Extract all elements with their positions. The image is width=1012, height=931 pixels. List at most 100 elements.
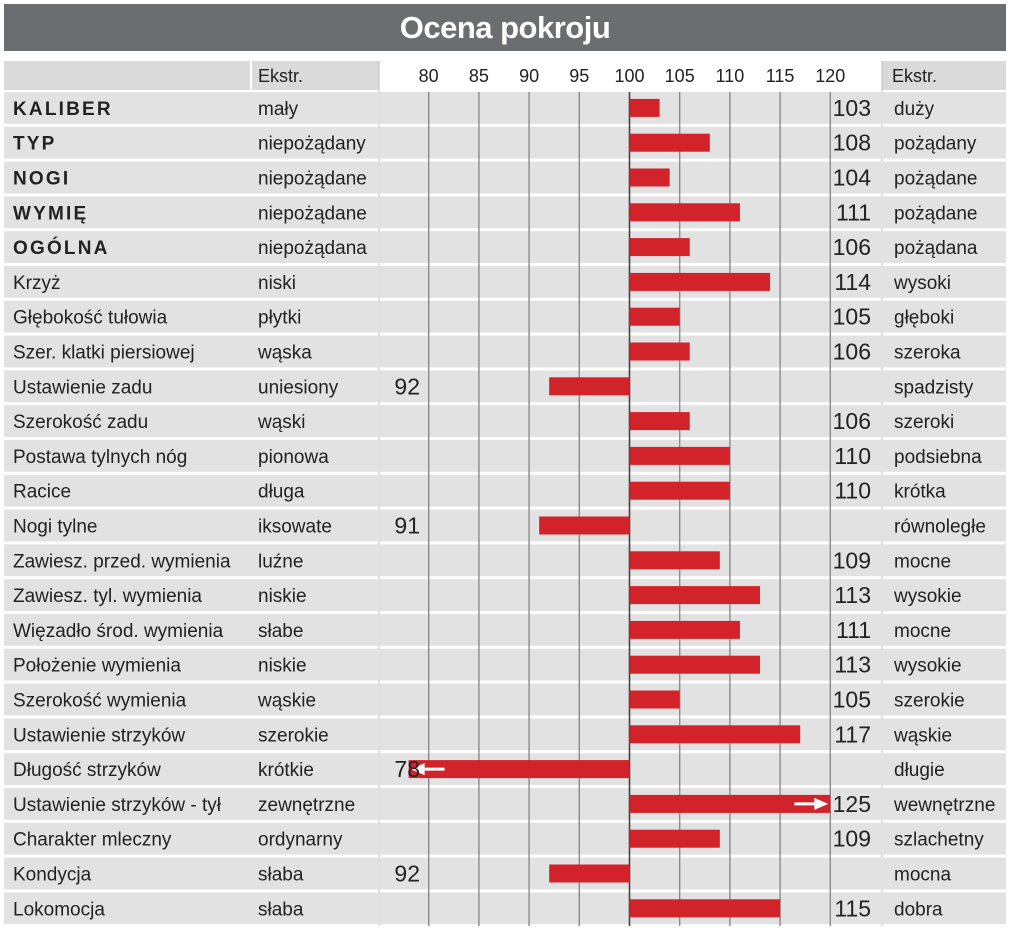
high-extreme-label: mocne: [894, 551, 951, 572]
trait-label: Kondycja: [13, 865, 92, 886]
row-bg-right: [882, 231, 1006, 263]
row-bg-right: [882, 614, 1006, 646]
row-bg-left: [4, 266, 379, 298]
trait-label: Charakter mleczny: [13, 830, 172, 851]
bar: [629, 272, 771, 291]
trait-label: Racice: [13, 482, 71, 503]
header-plot-bg: [379, 61, 882, 90]
chart-title: Ocena pokroju: [4, 4, 1006, 51]
row-bg-right: [882, 300, 1006, 333]
tick-label-100: 100: [614, 66, 644, 86]
value-label: 106: [833, 408, 871, 434]
row-bg-right: [882, 196, 1006, 229]
high-extreme-label: spadzisty: [894, 377, 974, 398]
low-extreme-label: zewnętrzne: [258, 795, 355, 816]
trait-label: Szerokość zadu: [13, 412, 148, 433]
row-bg-right: [882, 440, 1006, 472]
high-extreme-label: wysokie: [893, 656, 962, 677]
bar: [629, 620, 740, 639]
low-extreme-label: niepożądana: [258, 238, 367, 259]
row-bg-right: [882, 857, 1006, 890]
table-row: OGÓLNA niepożądana pożądana: [4, 231, 1006, 263]
value-label: 92: [394, 861, 420, 887]
high-extreme-label: pożądana: [894, 238, 978, 259]
trait-label: TYP: [13, 134, 57, 155]
low-extreme-label: niepożądany: [258, 134, 366, 155]
bar: [408, 760, 630, 779]
high-extreme-label: szeroki: [894, 412, 954, 433]
high-extreme-label: dobra: [894, 899, 943, 920]
row-bg-left: [4, 231, 379, 263]
value-label: 125: [833, 791, 871, 817]
row-bg-right: [882, 892, 1006, 925]
trait-label: Zawiesz. przed. wymienia: [13, 551, 231, 572]
bar: [629, 412, 690, 431]
value-label: 105: [833, 304, 871, 330]
high-extreme-label: długie: [894, 760, 945, 781]
row-bg-left: [4, 788, 379, 820]
row-bg-right: [882, 753, 1006, 785]
high-extreme-label: szerokie: [894, 691, 965, 712]
high-extreme-label: mocne: [894, 621, 951, 642]
value-label: 113: [834, 652, 871, 678]
low-extreme-label: niskie: [258, 586, 307, 607]
row-bg-left: [4, 405, 379, 437]
high-extreme-label: duży: [894, 99, 935, 120]
value-label: 111: [836, 199, 871, 225]
bar: [539, 516, 630, 535]
row-bg-right: [882, 335, 1006, 368]
low-extreme-label: niepożądane: [258, 203, 367, 224]
high-extreme-label: krótka: [894, 482, 946, 503]
bar: [629, 655, 761, 674]
row-bg-left: [4, 300, 379, 333]
value-label: 104: [833, 165, 872, 191]
row-bg-right: [882, 822, 1006, 855]
trait-label: Głębokość tułowia: [13, 308, 168, 329]
row-bg-left: [4, 614, 379, 646]
table-row: Więzadło środ. wymienia słabe mocne: [4, 614, 1006, 646]
row-bg-plot: [380, 509, 882, 542]
bar: [629, 586, 761, 605]
low-extreme-label: niepożądane: [258, 169, 367, 190]
bar: [629, 899, 781, 918]
value-label: 105: [833, 687, 871, 713]
high-extreme-label: pożądane: [894, 203, 977, 224]
bar: [629, 133, 710, 152]
high-extreme-label: pożądane: [894, 169, 977, 190]
header-left-extreme: Ekstr.: [258, 66, 303, 86]
table-row: Ustawienie strzyków szerokie wąskie: [4, 718, 1006, 751]
tick-label-85: 85: [469, 66, 489, 86]
high-extreme-label: głęboki: [894, 308, 954, 329]
low-extreme-label: iksowate: [258, 517, 332, 538]
value-label: 110: [834, 443, 871, 469]
table-row: Zawiesz. przed. wymienia luźne mocne: [4, 544, 1006, 577]
trait-label: Krzyż: [13, 273, 61, 294]
low-extreme-label: płytki: [258, 308, 301, 329]
bar: [629, 98, 660, 117]
row-bg-plot: [380, 370, 882, 403]
table-row: Lokomocja słaba dobra: [4, 892, 1006, 925]
high-extreme-label: wąskie: [893, 725, 952, 746]
table-row: Położenie wymienia niskie wysokie: [4, 648, 1006, 681]
table-row: KALIBER mały duży: [4, 92, 1006, 124]
low-extreme-label: wąski: [257, 412, 306, 433]
table-row: Krzyż niski wysoki: [4, 266, 1006, 298]
row-bg-right: [882, 370, 1006, 403]
row-bg-right: [882, 405, 1006, 437]
trait-label: OGÓLNA: [13, 237, 110, 259]
value-label: 117: [834, 721, 871, 747]
row-bg-right: [882, 509, 1006, 542]
high-extreme-label: podsiebna: [894, 447, 982, 468]
trait-label: Lokomocja: [13, 899, 105, 920]
low-extreme-label: mały: [258, 99, 299, 120]
row-bg-right: [882, 718, 1006, 751]
value-label: 114: [834, 269, 871, 295]
table-row: Ustawienie zadu uniesiony spadzisty: [4, 370, 1006, 403]
row-bg-left: [4, 196, 379, 229]
low-extreme-label: uniesiony: [258, 377, 339, 398]
row-bg-left: [4, 544, 379, 577]
trait-label: KALIBER: [13, 99, 113, 120]
low-extreme-label: niskie: [258, 656, 307, 677]
trait-label: Ustawienie zadu: [13, 377, 152, 398]
